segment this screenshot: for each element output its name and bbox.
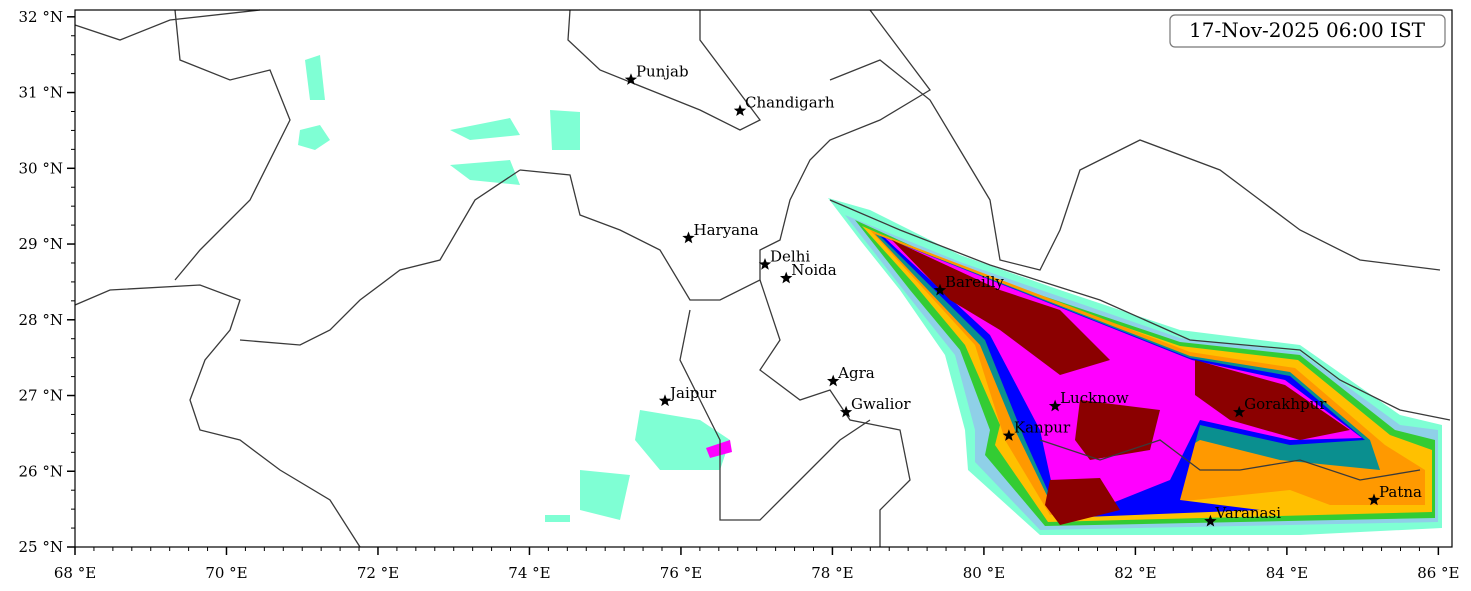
city-label: Punjab <box>636 63 689 81</box>
city-label: Gwalior <box>851 395 911 413</box>
title-box: 17-Nov-2025 06:00 IST <box>1169 14 1446 48</box>
y-tick-label: 25 °N <box>19 538 63 556</box>
map-frame <box>74 9 1453 548</box>
city-marker <box>1204 514 1217 527</box>
city-marker <box>780 271 793 284</box>
city-label: Noida <box>791 261 837 279</box>
city-marker <box>1048 399 1062 412</box>
city-label: Delhi <box>770 247 810 265</box>
x-tick-label: 86 °E <box>1417 564 1459 582</box>
y-tick-label: 29 °N <box>19 235 63 253</box>
city-marker <box>658 394 672 407</box>
city-label: Haryana <box>694 221 759 239</box>
y-tick-label: 31 °N <box>19 84 63 102</box>
x-tick-label: 72 °E <box>357 564 399 582</box>
city-label: Gorakhpur <box>1244 395 1327 413</box>
city-marker <box>1367 493 1381 506</box>
city-label: Agra <box>837 364 875 382</box>
city-marker <box>733 104 747 116</box>
y-tick-label: 26 °N <box>19 462 63 480</box>
city-marker <box>839 405 853 418</box>
city-label: Varanasi <box>1214 504 1281 522</box>
x-tick-label: 70 °E <box>205 564 247 582</box>
city-marker <box>682 231 695 244</box>
title-frame <box>1169 14 1446 48</box>
city-label: Kanpur <box>1014 419 1071 437</box>
city-label: Bareilly <box>945 273 1004 291</box>
city-label: Patna <box>1379 483 1422 501</box>
x-tick-label: 78 °E <box>811 564 853 582</box>
city-marker <box>758 258 772 270</box>
city-marker <box>933 283 947 296</box>
city-marker <box>1233 405 1246 418</box>
city-label: Lucknow <box>1060 389 1129 407</box>
city-marker <box>827 374 840 387</box>
x-tick-label: 80 °E <box>963 564 1005 582</box>
y-tick-label: 28 °N <box>19 311 63 329</box>
y-tick-label: 27 °N <box>19 387 63 405</box>
city-label: Jaipur <box>668 384 717 402</box>
city-label: Chandigarh <box>745 94 835 112</box>
x-tick-label: 74 °E <box>508 564 550 582</box>
borders <box>74 9 1451 548</box>
rainfall-shading <box>298 55 1442 535</box>
x-tick-label: 68 °E <box>54 564 96 582</box>
city-marker <box>624 73 638 85</box>
map-title: 17-Nov-2025 06:00 IST <box>1189 18 1426 42</box>
y-tick-label: 30 °N <box>19 159 63 177</box>
y-tick-label: 32 °N <box>19 8 63 26</box>
x-tick-label: 82 °E <box>1114 564 1156 582</box>
city-marker <box>1002 429 1016 441</box>
x-tick-label: 84 °E <box>1266 564 1308 582</box>
x-tick-label: 76 °E <box>660 564 702 582</box>
